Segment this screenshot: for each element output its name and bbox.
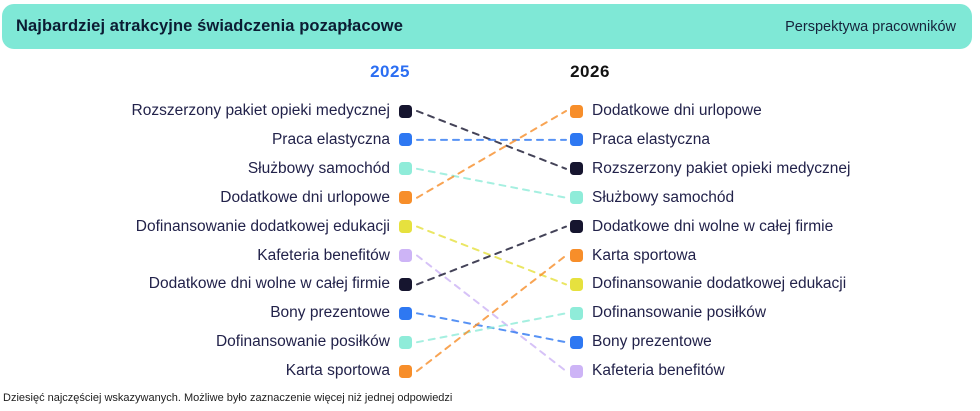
page-title: Najbardziej atrakcyjne świadczenia pozap…	[16, 17, 403, 35]
chart-footnote: Dziesięć najczęściej wskazywanych. Możli…	[3, 392, 453, 404]
benefit-label: Karta sportowa	[285, 362, 390, 380]
benefit-marker	[570, 162, 583, 176]
slope-line	[416, 110, 567, 199]
benefit-marker	[570, 191, 583, 205]
benefit-marker	[570, 335, 583, 349]
benefit-row-left-6: Kafeteria benefitów	[257, 246, 412, 266]
benefit-label: Rozszerzony pakiet opieki medycznej	[131, 102, 390, 119]
benefit-row-right-4: Służbowy samochód	[570, 188, 734, 208]
header-banner: Najbardziej atrakcyjne świadczenia pozap…	[2, 4, 972, 49]
slope-line	[416, 225, 567, 286]
benefit-row-left-2: Praca elastyczna	[272, 130, 412, 150]
benefit-marker	[570, 364, 583, 378]
benefit-label: Dofinansowanie dodatkowej edukacji	[592, 275, 847, 293]
benefit-row-right-6: Karta sportowa	[570, 246, 696, 266]
benefit-row-right-3: Rozszerzony pakiet opieki medycznej	[570, 159, 850, 179]
benefit-row-left-7: Dodatkowe dni wolne w całej firmie	[149, 274, 412, 294]
benefit-label: Dodatkowe dni wolne w całej firmie	[148, 275, 390, 293]
benefit-label: Kafeteria benefitów	[592, 362, 725, 380]
benefit-marker	[399, 364, 412, 378]
benefit-marker	[570, 220, 583, 234]
benefit-row-right-8: Dofinansowanie posiłków	[570, 303, 766, 323]
benefit-row-right-7: Dofinansowanie dodatkowej edukacji	[570, 274, 846, 294]
benefit-label: Dofinansowanie dodatkowej edukacji	[135, 217, 390, 235]
slope-line	[416, 225, 567, 286]
benefit-row-left-8: Bony prezentowe	[270, 303, 412, 323]
benefit-row-left-10: Karta sportowa	[286, 361, 412, 381]
benefit-marker	[399, 249, 412, 262]
slope-line	[416, 167, 567, 199]
benefit-label: Służbowy samochód	[247, 159, 390, 177]
benefit-row-right-10: Kafeteria benefitów	[570, 361, 725, 381]
benefit-label: Karta sportowa	[592, 246, 697, 264]
benefit-marker	[570, 133, 583, 147]
benefit-marker	[570, 104, 583, 118]
slope-line	[416, 312, 567, 344]
benefit-marker	[399, 104, 412, 118]
benefit-label: Służbowy samochód	[592, 188, 735, 206]
benefit-marker	[399, 133, 412, 147]
benefit-marker	[399, 162, 412, 176]
column-header-2025: 2025	[370, 62, 410, 81]
benefit-marker	[570, 277, 583, 291]
slope-line	[416, 312, 567, 344]
benefit-label: Praca elastyczna	[592, 130, 711, 148]
benefit-row-left-5: Dofinansowanie dodatkowej edukacji	[136, 217, 412, 237]
benefit-label: Dodatkowe dni wolne w całej firmie	[592, 217, 834, 235]
benefit-row-left-9: Dofinansowanie posiłków	[216, 332, 412, 352]
benefit-label: Bony prezentowe	[592, 333, 712, 351]
benefit-marker	[399, 191, 412, 205]
benefit-row-right-1: Dodatkowe dni urlopowe	[570, 101, 762, 121]
benefit-row-left-4: Dodatkowe dni urlopowe	[220, 188, 412, 208]
column-header-2026: 2026	[570, 62, 610, 81]
benefit-label: Rozszerzony pakiet opieki medycznej	[592, 159, 851, 177]
benefit-marker	[399, 335, 412, 349]
slope-line	[416, 254, 567, 373]
benefit-label: Dodatkowe dni urlopowe	[220, 188, 390, 206]
benefit-label: Bony prezentowe	[270, 304, 390, 322]
benefit-row-right-5: Dodatkowe dni wolne w całej firmie	[570, 217, 833, 237]
benefit-label: Praca elastyczna	[271, 130, 390, 148]
benefit-row-right-2: Praca elastyczna	[570, 130, 710, 150]
benefit-row-left-3: Służbowy samochód	[248, 159, 412, 179]
benefit-marker	[399, 220, 412, 234]
benefit-marker	[570, 306, 583, 320]
benefit-row-right-9: Bony prezentowe	[570, 332, 712, 352]
benefit-label: Dodatkowe dni urlopowe	[592, 102, 762, 119]
benefit-marker	[570, 249, 583, 262]
slope-line	[416, 254, 567, 373]
benefit-marker	[399, 306, 412, 320]
slope-line	[416, 110, 567, 170]
benefit-row-left-1: Rozszerzony pakiet opieki medycznej	[132, 101, 412, 121]
benefit-label: Dofinansowanie posiłków	[215, 333, 390, 351]
benefit-label: Dofinansowanie posiłków	[592, 304, 767, 322]
benefit-marker	[399, 277, 412, 291]
benefit-label: Kafeteria benefitów	[257, 246, 390, 264]
header-subtitle: Perspektywa pracowników	[785, 18, 956, 35]
